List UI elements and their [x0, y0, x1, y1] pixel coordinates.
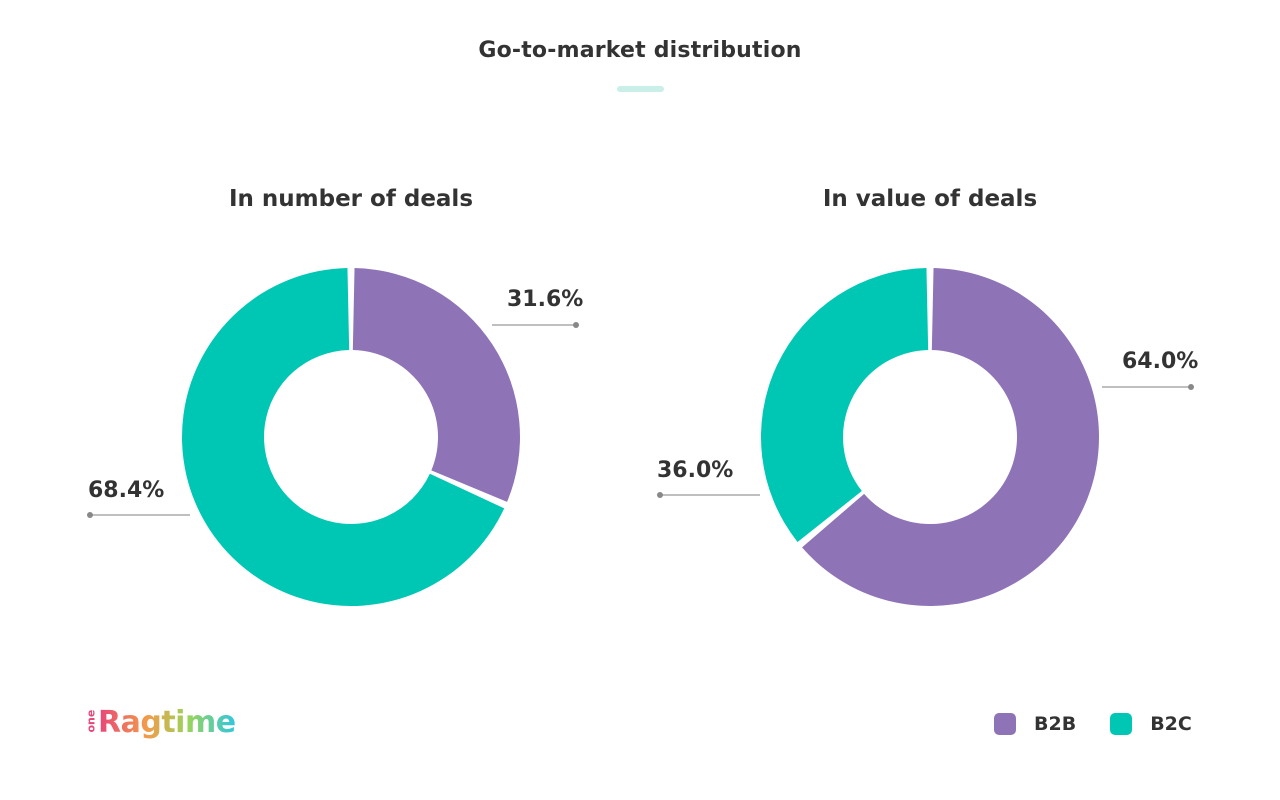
- donut-slice-1-b2c: [761, 268, 929, 542]
- leader-dot-1-1: [657, 492, 663, 498]
- legend-label-b2c: B2C: [1150, 713, 1192, 735]
- donut-slice-0-b2b: [352, 268, 520, 502]
- chart-title-number-of-deals: In number of deals: [228, 186, 474, 212]
- legend: B2B B2C: [994, 713, 1226, 735]
- legend-item-b2b: B2B: [994, 713, 1076, 735]
- data-label-0-b2c: 68.4%: [88, 478, 164, 503]
- title-underline: [617, 86, 664, 92]
- chart-title-value-of-deals: In value of deals: [822, 186, 1038, 212]
- leader-dot-0-0: [573, 322, 579, 328]
- legend-label-b2b: B2B: [1034, 713, 1077, 735]
- legend-swatch-b2c: [1110, 713, 1133, 735]
- data-label-1-b2b: 64.0%: [1122, 349, 1198, 374]
- leader-dot-1-0: [1188, 384, 1194, 390]
- data-label-1-b2c: 36.0%: [657, 458, 733, 483]
- legend-item-b2c: B2C: [1110, 713, 1192, 735]
- donut-slice-0-b2c: [182, 268, 505, 606]
- logo-wordmark: Ragtime: [98, 705, 236, 740]
- logo-prefix: one: [84, 709, 98, 733]
- legend-swatch-b2b: [994, 713, 1016, 735]
- leader-dot-0-1: [87, 512, 93, 518]
- page-title: Go-to-market distribution: [478, 38, 802, 63]
- data-label-0-b2b: 31.6%: [507, 287, 583, 312]
- donut-slice-1-b2b: [802, 268, 1099, 606]
- ragtime-logo: one Ragtime: [84, 700, 237, 740]
